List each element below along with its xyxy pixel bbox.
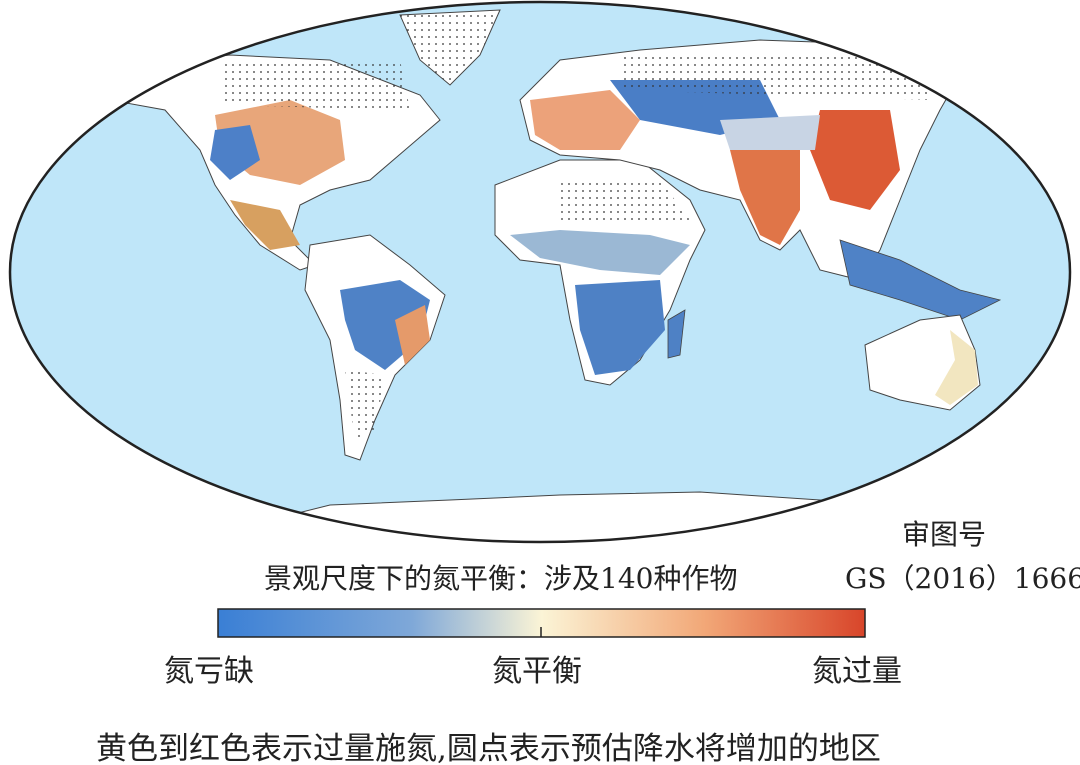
southeast-asia bbox=[839, 239, 1002, 321]
china bbox=[810, 110, 900, 210]
sa-dots bbox=[345, 370, 385, 440]
antarctica bbox=[198, 491, 962, 542]
mexico bbox=[230, 200, 300, 250]
sa-surplus bbox=[395, 305, 430, 365]
colorbar-label: 氮亏缺 bbox=[164, 654, 254, 689]
map-body bbox=[10, 2, 1070, 542]
madagascar bbox=[667, 309, 686, 359]
australia-crops bbox=[935, 330, 978, 405]
sahel bbox=[510, 230, 690, 275]
greenland-dots bbox=[400, 10, 500, 85]
approval-label: 审图号 bbox=[902, 518, 987, 551]
na-deficit bbox=[210, 125, 260, 180]
approval-number: GS（2016）1666 bbox=[845, 562, 1080, 595]
map-title: 景观尺度下的氮平衡：涉及140种作物 bbox=[264, 562, 738, 595]
europe bbox=[530, 90, 640, 150]
globe-outline bbox=[8, 0, 1072, 544]
caption: 黄色到红色表示过量施氮,圆点表示预估降水将增加的地区 bbox=[96, 731, 881, 765]
india bbox=[730, 150, 800, 245]
na-dots bbox=[220, 60, 410, 110]
colorbar-label: 氮过量 bbox=[812, 654, 902, 689]
africa-dots bbox=[560, 180, 690, 220]
central-asia bbox=[720, 115, 820, 150]
africa-deficit bbox=[575, 280, 665, 375]
asia-dots bbox=[620, 55, 940, 100]
colorbar-label: 氮平衡 bbox=[492, 654, 582, 689]
